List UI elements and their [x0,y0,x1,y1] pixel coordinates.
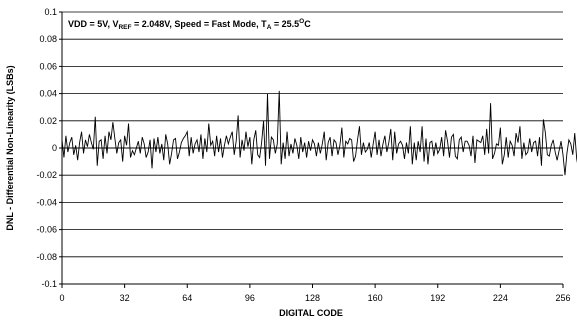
x-tick-label: 0 [59,293,64,303]
y-tick-label: -0.08 [36,252,57,262]
dnl-series-line [61,90,577,176]
x-tick-label: 128 [305,293,320,303]
y-tick-label: 0.08 [39,34,57,44]
x-tick-label: 256 [555,293,570,303]
y-tick-label: 0.04 [39,89,57,99]
y-tick-label: 0.1 [44,7,57,17]
y-axis-title: DNL - Differential Non-Linearity (LSBs) [5,65,15,230]
y-tick-label: -0.04 [36,197,57,207]
y-tick-label: -0.06 [36,225,57,235]
x-tick-label: 160 [368,293,383,303]
y-tick-label: -0.02 [36,170,57,180]
axes [59,11,564,288]
y-tick-label: 0 [52,143,57,153]
x-tick-label: 96 [245,293,255,303]
conditions-annotation: VDD = 5V, VREF = 2.048V, Speed = Fast Mo… [68,18,311,31]
x-tick-label: 32 [120,293,130,303]
x-tick-label: 192 [430,293,445,303]
x-axis-title: DIGITAL CODE [279,308,343,318]
tick-labels: 0.1 0.08 0.06 0.04 0.02 0 -0.02 -0.04 -0.06 -0.08… [36,7,570,303]
y-tick-label: 0.06 [39,61,57,71]
x-tick-label: 224 [493,293,508,303]
series-layer [61,90,577,176]
x-tick-label: 64 [182,293,192,303]
y-tick-label: -0.1 [41,279,57,289]
y-tick-label: 0.02 [39,116,57,126]
